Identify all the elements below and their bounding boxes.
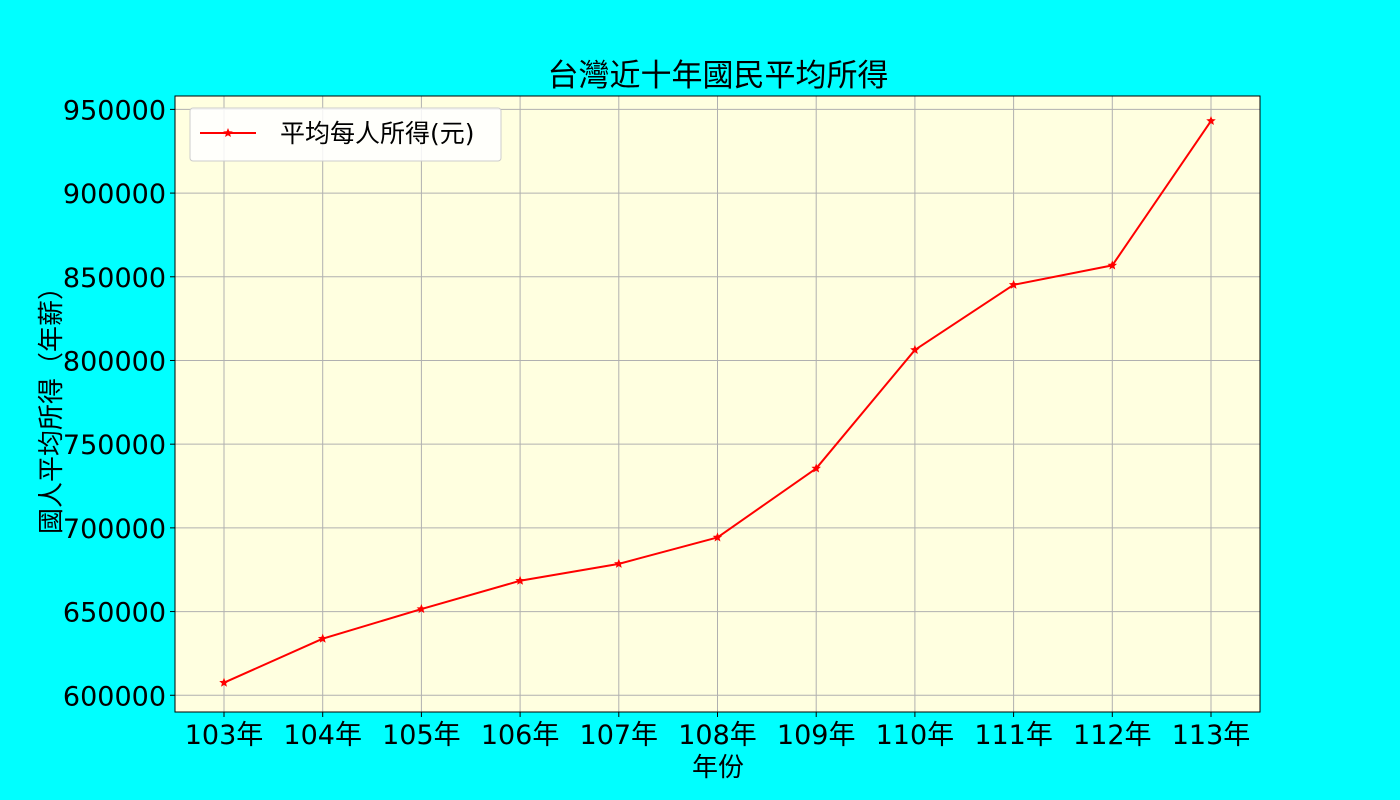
grid-lines [175,96,1260,712]
y-axis-label: 國人平均所得（年薪） [37,274,67,534]
legend-label: 平均每人所得(元) [280,119,475,148]
y-tick-label: 700000 [63,514,166,545]
y-tick-label: 800000 [63,346,166,377]
data-point-star [515,575,525,585]
x-tick-label: 106年 [481,720,560,751]
data-point-star [614,558,624,568]
legend: 平均每人所得(元) [189,107,502,162]
x-tick-label: 111年 [974,720,1053,751]
y-tick-label: 750000 [63,430,166,461]
x-tick-label: 112年 [1073,720,1152,751]
legend-star-marker [223,128,233,138]
x-tick-label: 105年 [382,720,461,751]
series-layer [219,115,1216,687]
data-point-star [1206,115,1216,125]
y-tick-label: 650000 [63,598,166,629]
data-point-star [811,463,821,473]
x-tick-label: 103年 [185,720,264,751]
y-tick-label: 850000 [63,263,166,294]
y-tick-label: 600000 [63,681,166,712]
x-tick-label: 107年 [580,720,659,751]
y-tick-label: 950000 [63,95,166,126]
x-tick-label: 113年 [1172,720,1251,751]
data-point-star [317,633,328,643]
x-axis-label: 年份 [692,753,744,783]
x-tick-label: 104年 [283,720,362,751]
data-point-star [910,344,920,354]
x-tick-label: 108年 [678,720,757,751]
chart-title: 台灣近十年國民平均所得 [548,58,889,94]
x-tick-label: 110年 [876,720,955,751]
data-point-star [1107,260,1118,270]
data-point-star [712,532,723,542]
y-tick-label: 900000 [63,179,166,210]
data-point-star [416,604,427,614]
legend-box [189,107,502,162]
axis-ticks: 103年 104年 105年 106年 107年 108年 109年 110年 111年 112年… [63,95,1250,751]
data-point-star [1008,279,1019,289]
data-point-star [219,677,229,687]
x-tick-label: 109年 [777,720,856,751]
